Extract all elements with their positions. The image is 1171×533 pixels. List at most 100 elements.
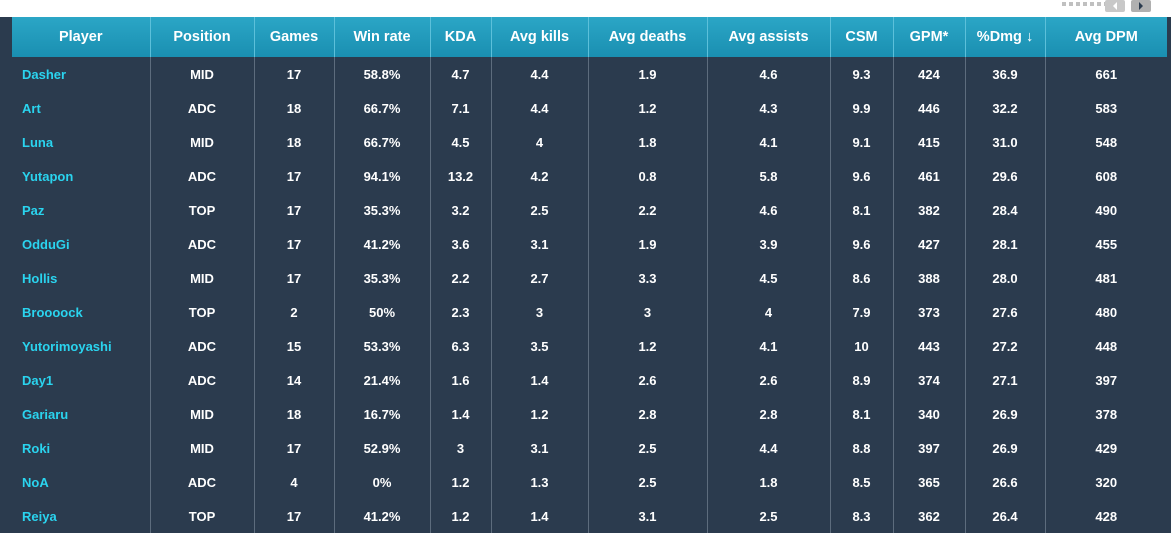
player-link[interactable]: Day1 <box>12 363 151 397</box>
cell-games: 17 <box>254 261 335 295</box>
table-row: Art ADC 18 66.7% 7.1 4.4 1.2 4.3 9.9 446 32.2 583 <box>12 91 1167 125</box>
cell-csm: 8.9 <box>830 363 894 397</box>
cell-kda: 1.6 <box>430 363 492 397</box>
cell-avg-assists: 4.1 <box>707 125 831 159</box>
cell-avg-kills: 2.7 <box>491 261 589 295</box>
scroll-left-button[interactable] <box>1105 0 1125 12</box>
cell-avg-dpm: 428 <box>1095 508 1118 524</box>
player-link[interactable]: Art <box>12 91 151 125</box>
column-header-player[interactable]: Player <box>12 17 151 57</box>
cell-position: MID <box>150 431 255 465</box>
cell-dmg-share: 28.1 <box>965 227 1046 261</box>
cell-csm: 9.1 <box>830 125 894 159</box>
cell-games: 18 <box>254 125 335 159</box>
cell-avg-deaths: 3 <box>588 295 708 329</box>
cell-gpm: 373 <box>893 295 966 329</box>
cell-kda: 7.1 <box>430 91 492 125</box>
player-link[interactable]: Luna <box>12 125 151 159</box>
cell-gpm: 362 <box>893 499 966 533</box>
cell-avg-deaths: 0.8 <box>588 159 708 193</box>
cell-kda: 1.4 <box>430 397 492 431</box>
cell-dmg-share: 26.4 <box>965 499 1046 533</box>
cell-gpm: 365 <box>893 465 966 499</box>
column-header-avg-dpm[interactable]: Avg DPM <box>1074 29 1138 45</box>
column-header-position[interactable]: Position <box>150 17 255 57</box>
cell-dmg-share: 29.6 <box>965 159 1046 193</box>
cell-win-rate: 50% <box>334 295 431 329</box>
cell-games: 2 <box>254 295 335 329</box>
cell-position: MID <box>150 261 255 295</box>
cell-games: 17 <box>254 431 335 465</box>
cell-dmg-share: 28.0 <box>965 261 1046 295</box>
column-header-avg-kills[interactable]: Avg kills <box>491 17 589 57</box>
cell-csm: 9.3 <box>830 57 894 91</box>
table-row: Yutapon ADC 17 94.1% 13.2 4.2 0.8 5.8 9.6 461 29.6… <box>12 159 1167 193</box>
cell-avg-deaths: 2.2 <box>588 193 708 227</box>
cell-avg-deaths: 1.9 <box>588 227 708 261</box>
table-row: Yutorimoyashi ADC 15 53.3% 6.3 3.5 1.2 4.1 10 443… <box>12 329 1167 363</box>
column-header-games[interactable]: Games <box>254 17 335 57</box>
cell-games: 17 <box>254 499 335 533</box>
scroll-right-button[interactable] <box>1131 0 1151 12</box>
cell-win-rate: 66.7% <box>334 91 431 125</box>
cell-win-rate: 35.3% <box>334 193 431 227</box>
cell-kda: 13.2 <box>430 159 492 193</box>
cell-avg-deaths: 2.5 <box>588 431 708 465</box>
cell-win-rate: 41.2% <box>334 227 431 261</box>
cell-gpm: 382 <box>893 193 966 227</box>
cell-win-rate: 35.3% <box>334 261 431 295</box>
cell-dmg-share: 27.6 <box>965 295 1046 329</box>
column-header-avg-deaths[interactable]: Avg deaths <box>588 17 708 57</box>
table-row: Dasher MID 17 58.8% 4.7 4.4 1.9 4.6 9.3 424 36.9 66… <box>12 57 1167 91</box>
cell-games: 18 <box>254 91 335 125</box>
cell-avg-dpm: 583 <box>1095 100 1118 116</box>
player-link[interactable]: Gariaru <box>12 397 151 431</box>
cell-avg-dpm: 448 <box>1095 338 1118 354</box>
column-header-kda[interactable]: KDA <box>430 17 492 57</box>
table-body: Dasher MID 17 58.8% 4.7 4.4 1.9 4.6 9.3 424 36.9 66… <box>12 57 1167 533</box>
player-link[interactable]: Reiya <box>12 499 151 533</box>
cell-avg-kills: 3.1 <box>491 431 589 465</box>
column-header-win-rate[interactable]: Win rate <box>334 17 431 57</box>
cell-avg-deaths: 2.6 <box>588 363 708 397</box>
player-link[interactable]: Broooock <box>12 295 151 329</box>
cell-kda: 4.5 <box>430 125 492 159</box>
column-header-avg-assists[interactable]: Avg assists <box>707 17 831 57</box>
cell-avg-assists: 5.8 <box>707 159 831 193</box>
cell-position: TOP <box>150 499 255 533</box>
cell-gpm: 461 <box>893 159 966 193</box>
cell-avg-assists: 2.8 <box>707 397 831 431</box>
table-row: Broooock TOP 2 50% 2.3 3 3 4 7.9 373 27.6 480 <box>12 295 1167 329</box>
player-link[interactable]: Hollis <box>12 261 151 295</box>
cell-dmg-share: 26.6 <box>965 465 1046 499</box>
player-link[interactable]: Dasher <box>12 57 151 91</box>
cell-avg-assists: 4.6 <box>707 57 831 91</box>
player-link[interactable]: Roki <box>12 431 151 465</box>
cell-games: 14 <box>254 363 335 397</box>
cell-gpm: 427 <box>893 227 966 261</box>
column-header-csm[interactable]: CSM <box>830 17 894 57</box>
cell-csm: 10 <box>830 329 894 363</box>
cell-avg-assists: 1.8 <box>707 465 831 499</box>
player-link[interactable]: Yutorimoyashi <box>12 329 151 363</box>
column-header-dmg-share[interactable]: %Dmg ↓ <box>965 17 1046 57</box>
cell-position: ADC <box>150 329 255 363</box>
player-stats-table: Player Position Games Win rate KDA Avg kills A… <box>12 17 1167 533</box>
column-header-gpm[interactable]: GPM* <box>893 17 966 57</box>
cell-position: MID <box>150 125 255 159</box>
cell-kda: 1.2 <box>430 499 492 533</box>
player-link[interactable]: OdduGi <box>12 227 151 261</box>
stats-table-container: Player Position Games Win rate KDA Avg kills A… <box>12 17 1167 533</box>
player-link[interactable]: Yutapon <box>12 159 151 193</box>
cell-avg-dpm: 320 <box>1095 474 1118 490</box>
cell-csm: 8.1 <box>830 397 894 431</box>
cell-position: ADC <box>150 159 255 193</box>
cell-avg-dpm: 397 <box>1095 372 1118 388</box>
cell-avg-dpm: 548 <box>1095 134 1118 150</box>
player-link[interactable]: Paz <box>12 193 151 227</box>
cell-avg-kills: 1.2 <box>491 397 589 431</box>
player-link[interactable]: NoA <box>12 465 151 499</box>
cell-avg-assists: 2.5 <box>707 499 831 533</box>
cell-kda: 4.7 <box>430 57 492 91</box>
cell-win-rate: 58.8% <box>334 57 431 91</box>
